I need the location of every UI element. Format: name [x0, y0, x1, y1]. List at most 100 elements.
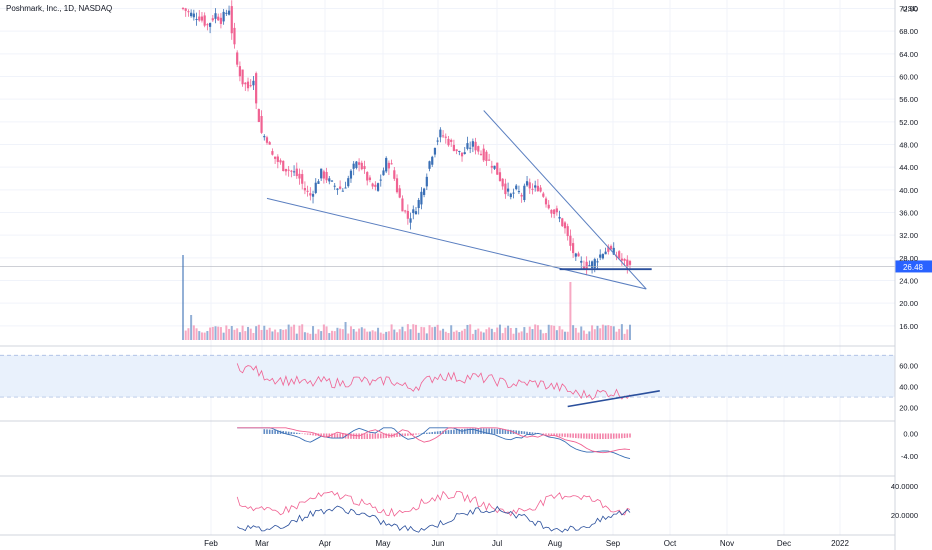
volume-bar: [396, 332, 399, 340]
volume-bar: [601, 324, 604, 340]
candle-body: [257, 109, 260, 123]
candle-body: [566, 226, 569, 237]
volume-bar: [593, 329, 596, 340]
volume-bar: [233, 329, 236, 340]
volume-bar: [379, 332, 382, 340]
candle-body: [203, 15, 206, 26]
candle-body: [441, 135, 445, 137]
candle-body: [588, 265, 591, 267]
volume-bar: [607, 325, 610, 340]
macd-hist-bar: [577, 433, 580, 439]
candle-body: [509, 193, 512, 198]
volume-bar: [363, 328, 366, 340]
volume-bar: [493, 332, 496, 340]
volume-bar: [401, 326, 404, 340]
x-tick-label: Aug: [548, 539, 562, 548]
macd-hist-bar: [515, 430, 518, 434]
candle-body: [393, 170, 396, 179]
volume-bar: [420, 326, 423, 340]
candle-body: [496, 162, 499, 175]
candle-body: [265, 137, 269, 143]
candle-body: [515, 185, 518, 190]
macd-hist-bar: [398, 433, 401, 437]
macd-hist-bar: [361, 433, 363, 440]
candle-body: [382, 170, 385, 176]
volume-bar: [425, 333, 428, 340]
candle-body: [349, 170, 353, 179]
macd-hist-bar: [415, 433, 417, 435]
candle-body: [252, 80, 255, 86]
volume-bar: [404, 331, 407, 340]
candle-body: [471, 141, 474, 147]
macd-hist-bar: [564, 433, 566, 438]
volume-bar: [588, 331, 591, 340]
volume-bar: [349, 326, 352, 340]
candle-body: [190, 12, 193, 17]
volume-bar: [455, 330, 458, 340]
dmi-tick-label: 40.0000: [891, 482, 918, 491]
candle-body: [376, 183, 380, 191]
candle-body: [263, 136, 266, 138]
volume-bar: [591, 325, 594, 340]
volume-bar: [322, 324, 325, 340]
candle-body: [460, 152, 464, 157]
candle-body: [339, 186, 342, 189]
candle-body: [317, 181, 320, 184]
macd-hist-bar: [374, 433, 377, 439]
macd-hist-bar: [501, 429, 504, 434]
candle-body: [401, 198, 404, 212]
macd-hist-bar: [447, 430, 450, 434]
x-tick-label: Dec: [777, 539, 791, 548]
macd-hist-bar: [463, 428, 466, 434]
macd-hist-bar: [585, 433, 588, 439]
candle-body: [585, 261, 588, 270]
macd-hist-bar: [453, 429, 455, 434]
macd-hist-bar: [271, 429, 274, 434]
candle-body: [260, 116, 263, 133]
candle-body: [387, 162, 390, 169]
macd-hist-bar: [504, 429, 507, 434]
candle-body: [563, 222, 567, 229]
macd-hist-bar: [314, 433, 317, 436]
trendline-upper: [483, 110, 647, 290]
volume-bar: [488, 327, 491, 340]
rsi-tick-label: 20.00: [899, 404, 918, 413]
macd-hist-bar: [420, 433, 423, 434]
volume-bar: [211, 326, 214, 340]
volume-bar: [433, 326, 436, 340]
volume-bar: [474, 329, 477, 340]
macd-tick-label: -4.00: [901, 452, 918, 461]
candle-body: [544, 198, 548, 205]
volume-bar: [279, 329, 282, 340]
volume-bar: [306, 332, 309, 340]
macd-hist-bar: [439, 431, 442, 434]
macd-hist-bar: [423, 433, 425, 434]
candle-body: [444, 136, 447, 138]
currency-label: USD: [902, 4, 918, 13]
volume-bar: [444, 331, 447, 340]
macd-hist-bar: [363, 433, 366, 440]
candle-body: [596, 261, 599, 263]
volume-bar: [209, 327, 212, 340]
volume-bar: [596, 325, 599, 340]
macd-hist-bar: [520, 431, 523, 434]
volume-bar: [523, 327, 526, 340]
macd-hist-bar: [466, 428, 469, 434]
candle-body: [303, 188, 307, 191]
last-price-label: 26.48: [903, 263, 924, 272]
dmi-plus-line: [236, 490, 631, 517]
macd-hist-bar: [434, 431, 436, 434]
macd-hist-bar: [556, 433, 558, 437]
x-tick-label: Mar: [255, 539, 269, 548]
candle-body: [282, 160, 285, 172]
volume-bar: [490, 328, 493, 340]
macd-hist-bar: [274, 430, 276, 434]
last-price-tag: [895, 260, 932, 273]
candle-body: [336, 188, 339, 190]
volume-bar: [336, 327, 339, 340]
macd-hist-bar: [580, 433, 583, 439]
macd-hist-bar: [499, 429, 501, 434]
macd-hist-bar: [602, 433, 604, 440]
volume-bar: [284, 329, 287, 340]
macd-hist-bar: [417, 433, 420, 435]
